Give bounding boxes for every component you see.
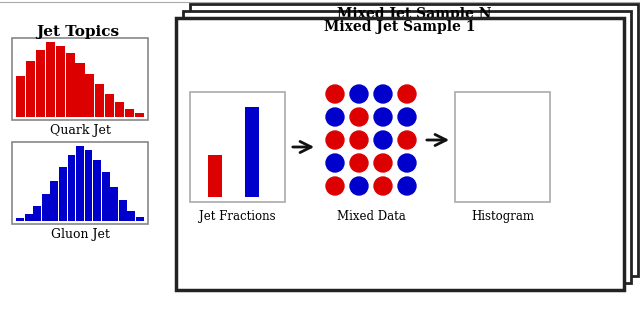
Bar [12, 142, 148, 224]
Bar [25, 213, 33, 221]
Bar [68, 155, 76, 221]
Circle shape [374, 85, 392, 103]
Bar [115, 102, 124, 117]
Bar [93, 159, 101, 221]
Bar [463, 181, 468, 199]
Bar [511, 123, 515, 199]
Circle shape [374, 177, 392, 195]
Bar [110, 187, 118, 221]
Circle shape [350, 108, 368, 126]
Bar [26, 61, 35, 117]
Bar [95, 84, 104, 117]
Bar [17, 218, 24, 221]
Bar [190, 4, 638, 276]
Bar [56, 46, 65, 117]
Bar [495, 97, 500, 199]
Circle shape [398, 108, 416, 126]
Bar [500, 99, 505, 199]
Bar [490, 103, 495, 199]
Bar [505, 109, 510, 199]
Circle shape [326, 131, 344, 149]
Bar [516, 138, 521, 199]
Circle shape [374, 131, 392, 149]
Bar [33, 206, 41, 221]
Circle shape [326, 108, 344, 126]
Bar [76, 63, 84, 117]
Circle shape [350, 85, 368, 103]
Bar [474, 148, 479, 199]
Circle shape [350, 177, 368, 195]
Bar [105, 94, 114, 117]
Bar [136, 217, 143, 221]
Bar [66, 53, 75, 117]
Text: Mixed Data: Mixed Data [337, 210, 405, 223]
Bar [455, 92, 550, 202]
Bar [134, 113, 143, 117]
Bar [542, 197, 547, 199]
Text: . . .: . . . [392, 19, 422, 37]
Bar [17, 76, 26, 117]
Bar [84, 150, 92, 221]
Circle shape [398, 154, 416, 172]
Text: Mixed Jet Sample N: Mixed Jet Sample N [337, 7, 492, 21]
Text: Mixed Jet Sample 1: Mixed Jet Sample 1 [324, 20, 476, 34]
Bar [245, 107, 259, 197]
Bar [190, 92, 285, 202]
Circle shape [398, 85, 416, 103]
Circle shape [326, 85, 344, 103]
Bar [36, 50, 45, 117]
Text: Gluon Jet: Gluon Jet [51, 228, 109, 241]
Bar [119, 200, 127, 221]
Circle shape [326, 177, 344, 195]
Text: Jet Fractions: Jet Fractions [199, 210, 276, 223]
Circle shape [350, 131, 368, 149]
Bar [127, 211, 135, 221]
Text: Histogram: Histogram [471, 210, 534, 223]
Bar [479, 130, 484, 199]
Circle shape [398, 177, 416, 195]
Text: Quark Jet: Quark Jet [49, 124, 111, 137]
Bar [537, 192, 541, 199]
Circle shape [350, 154, 368, 172]
Text: Jet Topics: Jet Topics [36, 25, 120, 39]
Bar [183, 11, 631, 283]
Bar [102, 172, 109, 221]
Bar [468, 166, 474, 199]
Bar [125, 109, 134, 117]
Bar [521, 154, 526, 199]
Bar [51, 181, 58, 221]
Circle shape [374, 108, 392, 126]
Bar [176, 18, 624, 290]
Bar [458, 191, 463, 199]
Bar [59, 167, 67, 221]
Bar [12, 38, 148, 120]
Circle shape [374, 154, 392, 172]
Bar [42, 194, 50, 221]
Bar [85, 74, 94, 117]
Bar [484, 115, 489, 199]
Circle shape [398, 131, 416, 149]
Bar [46, 42, 55, 117]
Bar [208, 155, 222, 197]
Bar [76, 146, 84, 221]
Circle shape [326, 154, 344, 172]
Bar [531, 183, 536, 199]
Bar [526, 169, 531, 199]
